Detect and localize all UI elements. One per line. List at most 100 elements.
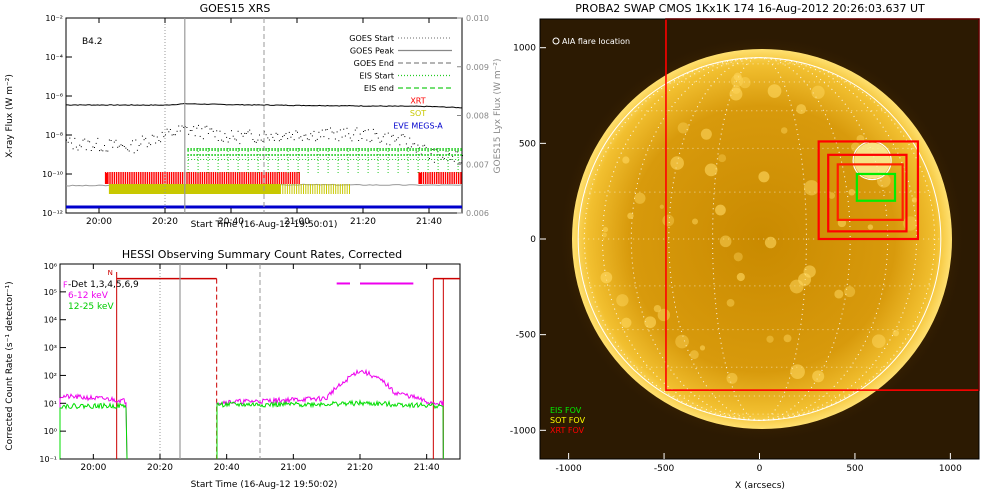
goes-short-channel-point <box>148 142 150 144</box>
eis-start-marker <box>200 159 202 160</box>
eis-start-marker <box>323 159 325 160</box>
hessi-x-ticks: 20:00 20:20 20:40 21:00 21:20 21:40 <box>80 264 440 473</box>
x-tick-label: 21:40 <box>416 217 442 227</box>
goes-short-channel-point <box>331 131 333 133</box>
goes-short-channel-point <box>130 144 132 146</box>
goes-short-channel-point <box>376 133 378 134</box>
eis-start-marker <box>287 159 289 160</box>
y-right-tick-label: 0.010 <box>466 14 489 23</box>
y-right-tick-label: 0.007 <box>466 160 489 169</box>
eis-start-marker <box>446 159 448 160</box>
eis-start-marker <box>224 159 226 160</box>
goes-short-channel-point <box>206 125 208 127</box>
swap-panel: PROBA2 SWAP CMOS 1Kx1K 174 16-Aug-2012 2… <box>510 2 980 491</box>
x-tick-label: 20:20 <box>147 463 173 473</box>
goes-short-channel-point <box>122 145 124 146</box>
goes-short-channel-point <box>87 140 89 142</box>
x-tick-label: 21:00 <box>280 463 306 473</box>
eis-start-marker <box>266 159 268 160</box>
goes-short-channel-point <box>285 133 287 135</box>
goes-short-channel-point <box>452 155 454 157</box>
eis-start-marker <box>335 159 337 160</box>
goes-short-channel-point <box>341 136 343 138</box>
goes-short-channel-point <box>318 131 320 133</box>
eis-start-marker <box>206 159 208 160</box>
y-right-tick-label: 0.009 <box>466 63 489 72</box>
eis-start-marker <box>191 159 193 160</box>
bright-patch <box>704 163 718 177</box>
eis-start-marker <box>188 159 190 160</box>
bright-patch <box>726 298 735 307</box>
eis-start-marker <box>452 159 454 160</box>
goes-short-channel-point <box>267 137 269 139</box>
eis-start-marker <box>401 159 403 160</box>
goes-short-channel-point <box>227 141 229 143</box>
eis-start-marker <box>359 159 361 160</box>
goes-short-channel-point <box>211 128 213 130</box>
legend-label: EIS Start <box>359 72 394 81</box>
goes-short-channel-point <box>328 138 330 140</box>
sot-obs-block <box>108 184 281 194</box>
goes-short-channel-point <box>115 139 117 141</box>
y-tick-label: 500 <box>519 139 536 149</box>
goes-short-channel-point <box>326 129 328 130</box>
goes-panel: GOES15 XRS 20:00 20:20 20:40 21:00 21:20 21:4… <box>5 2 503 230</box>
eis-start-marker <box>254 159 256 160</box>
goes-short-channel-point <box>217 140 219 141</box>
eis-start-marker <box>344 159 346 160</box>
bright-patch <box>867 224 874 230</box>
goes-short-channel-point <box>333 132 335 134</box>
bright-patch <box>767 84 782 98</box>
goes-short-channel-point <box>212 130 214 132</box>
bright-patch <box>622 156 630 164</box>
goes-short-channel-point <box>308 139 310 141</box>
goes-short-channel-point <box>419 147 421 149</box>
goes-short-channel-point <box>367 129 369 131</box>
goes-short-channel-point <box>396 139 397 141</box>
goes-short-channel-point <box>323 136 325 138</box>
eis-start-marker <box>374 159 376 160</box>
goes-short-channel-point <box>254 141 256 143</box>
goes-short-channel-point <box>303 134 305 136</box>
goes-short-channel-point <box>186 127 188 128</box>
goes-short-channel-point <box>358 140 360 141</box>
flare-marker-icon <box>552 37 560 45</box>
goes-short-channel-point <box>429 158 430 160</box>
eis-start-marker <box>194 159 196 160</box>
fov-box <box>855 172 897 202</box>
y-tick-label: 10⁻⁴ <box>45 53 63 62</box>
hessi-x-label: Start Time (16-Aug-12 19:50:02) <box>191 480 338 490</box>
x-tick-label: 20:20 <box>152 217 178 227</box>
goes-short-channel-point <box>275 132 277 134</box>
goes-short-channel-point <box>92 146 94 148</box>
bright-patch <box>699 345 706 351</box>
goes-short-channel-point <box>80 146 82 148</box>
bright-patch <box>834 289 844 299</box>
goes-short-channel-point <box>364 130 366 132</box>
goes-short-channel-point <box>160 141 162 143</box>
goes-short-channel-point <box>348 133 350 135</box>
hessi-series-line <box>59 398 444 460</box>
eis-start-marker <box>362 159 364 160</box>
goes-short-channel-point <box>384 133 386 135</box>
swap-title: PROBA2 SWAP CMOS 1Kx1K 174 16-Aug-2012 2… <box>575 2 925 15</box>
goes-short-channel-point <box>97 137 99 139</box>
goes-short-channel-point <box>135 139 137 141</box>
eis-start-marker <box>398 159 400 160</box>
eis-start-marker <box>215 159 217 160</box>
goes-short-channel-point <box>118 145 120 147</box>
goes-short-channel-point <box>382 136 384 138</box>
eis-start-marker <box>239 159 241 160</box>
goes-short-channel-point <box>306 138 308 140</box>
goes-short-channel-point <box>354 129 356 131</box>
goes-short-channel-point <box>424 144 426 146</box>
goes-short-channel-point <box>136 149 138 151</box>
goes-short-channel-point <box>117 146 119 148</box>
x-tick-label: 1000 <box>939 464 962 474</box>
eis-start-marker <box>365 159 367 160</box>
goes-short-channel-point <box>374 133 376 135</box>
flag-label: F <box>63 280 68 289</box>
goes-short-channel-point <box>183 126 185 128</box>
goes-x-ticks: 20:00 20:20 20:40 21:00 21:20 21:40 <box>86 18 442 227</box>
